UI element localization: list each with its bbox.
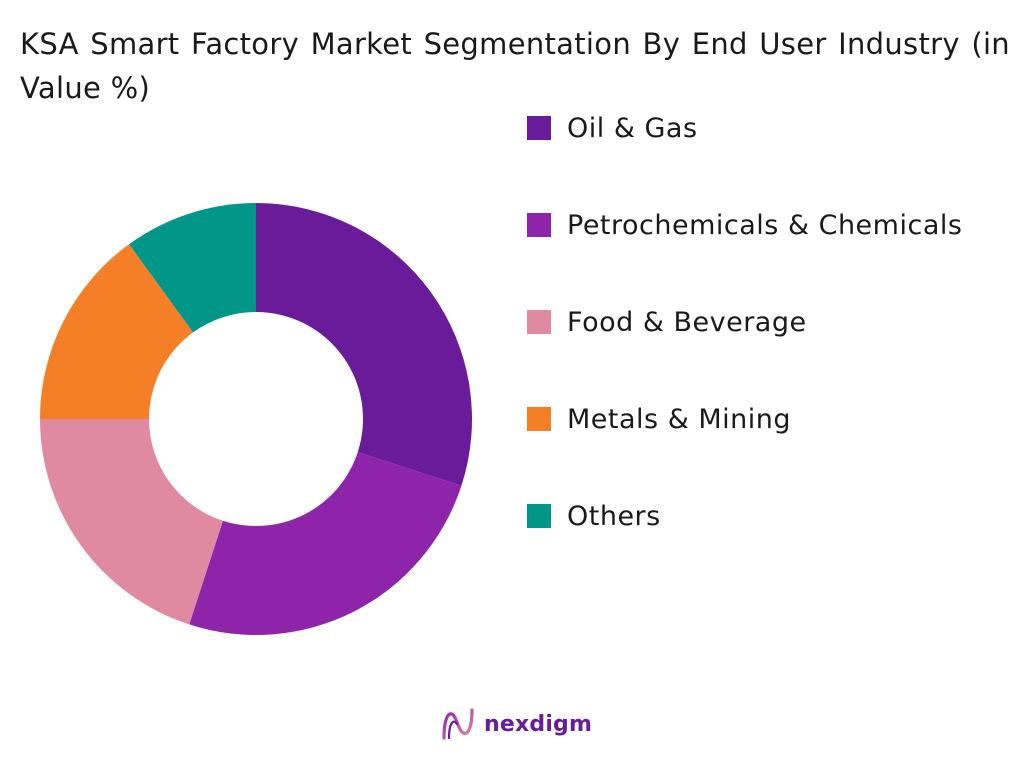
brand-name: nexdigm [484, 711, 593, 737]
brand-footer: nexdigm [440, 704, 592, 744]
legend-label-food-beverage: Food & Beverage [567, 306, 807, 338]
legend-label-petrochemicals-chemicals: Petrochemicals & Chemicals [567, 209, 963, 241]
chart-title: KSA Smart Factory Market Segmentation By… [20, 27, 1010, 105]
donut-slice-others [129, 203, 256, 333]
donut-slice-oil-gas [256, 203, 473, 486]
legend-label-oil-gas: Oil & Gas [567, 112, 698, 144]
donut-slice-petrochemicals-chemicals [189, 452, 462, 636]
nexdigm-logo-icon [442, 708, 474, 740]
legend-item-metals-mining: Metals & Mining [527, 397, 791, 441]
donut-slice-food-beverage [40, 419, 223, 625]
legend-item-oil-gas: Oil & Gas [527, 106, 698, 150]
legend-swatch-metals-mining [527, 407, 551, 431]
donut-slices [40, 203, 473, 636]
legend-swatch-oil-gas [527, 116, 551, 140]
legend-item-petrochemicals-chemicals: Petrochemicals & Chemicals [527, 203, 962, 247]
legend-label-others: Others [567, 500, 661, 532]
donut-chart [40, 203, 473, 636]
legend-item-food-beverage: Food & Beverage [527, 300, 807, 344]
legend-swatch-food-beverage [527, 310, 551, 334]
legend-label-metals-mining: Metals & Mining [567, 403, 791, 435]
legend-item-others: Others [527, 494, 661, 538]
donut-slice-metals-mining [40, 244, 194, 419]
legend-swatch-others [527, 504, 551, 528]
legend-swatch-petrochemicals-chemicals [527, 213, 551, 237]
